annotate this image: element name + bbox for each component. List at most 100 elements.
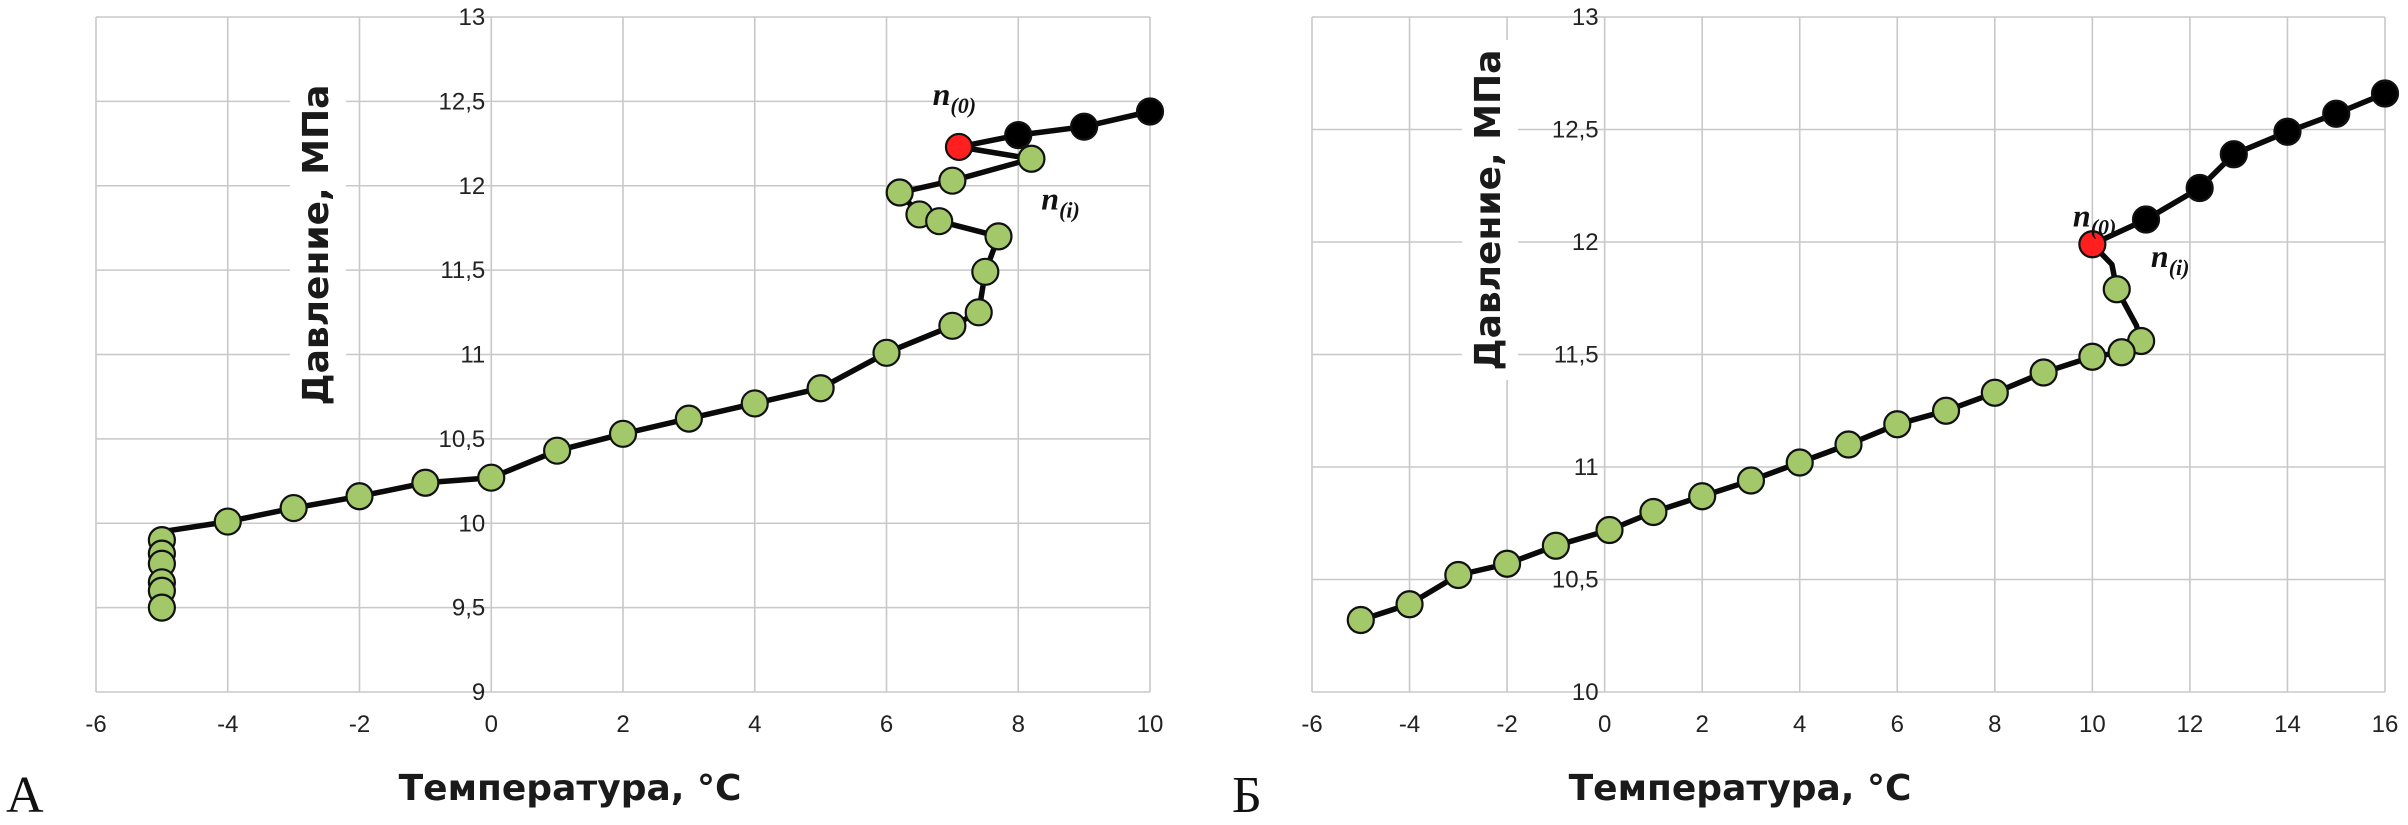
point-annotation: n(i) (2151, 238, 2190, 280)
x-tick-label: 8 (1012, 711, 1025, 738)
x-tick-label: 10 (2079, 711, 2106, 738)
data-point (2185, 173, 2214, 203)
data-point (2107, 338, 2136, 367)
data-point (885, 178, 914, 207)
y-tick-label: 11 (1574, 454, 1599, 481)
x-tick-label: -6 (85, 711, 106, 738)
data-point (872, 338, 901, 367)
x-tick-label: 2 (1696, 711, 1709, 738)
y-axis-title: Давление, МПа (296, 85, 337, 406)
data-point (2131, 205, 2161, 234)
y-tick-label: 11,5 (440, 257, 485, 284)
data-point (938, 311, 967, 340)
x-tick-label: -2 (349, 711, 370, 738)
data-point (2322, 99, 2351, 128)
data-point (944, 132, 974, 162)
series-markers (147, 144, 1046, 622)
x-tick-label: 6 (880, 711, 893, 738)
data-point (2078, 230, 2107, 259)
data-point (984, 222, 1013, 251)
chart-b-svg: 10 10,5 11 11,5 12 12,5 13 -6 -4 -2 0 2 4 6 8 10 12 14 16 Д… (1232, 4, 2400, 824)
series-markers (2131, 79, 2400, 234)
data-point (2102, 275, 2131, 304)
x-tick-label: 14 (2274, 711, 2301, 738)
point-annotation: n(i) (1041, 180, 1080, 222)
data-point (411, 468, 440, 497)
data-point (543, 436, 572, 465)
point-annotation: n(0) (933, 76, 976, 118)
data-point (1492, 549, 1522, 578)
y-tick-label: 12,5 (439, 88, 486, 115)
y-tick-label: 10,5 (1552, 567, 1599, 594)
y-tick-label: 9,5 (452, 595, 485, 622)
y-axis-title: Давление, МПа (1468, 50, 1509, 371)
x-tick-label: 6 (1891, 711, 1904, 738)
data-point (608, 419, 638, 448)
data-point (1395, 590, 1424, 619)
data-point (279, 493, 308, 523)
data-point (2370, 79, 2400, 108)
x-tick-label: 16 (2372, 711, 2399, 738)
data-point (345, 482, 374, 511)
y-tick-label: 9 (472, 679, 485, 706)
x-tick-label: 10 (1137, 711, 1164, 738)
y-axis-title-background (1462, 40, 1518, 380)
data-point (213, 507, 242, 536)
data-point (938, 166, 967, 195)
panel-letter: Б (1232, 767, 1262, 824)
data-point (1785, 448, 1814, 477)
data-point (147, 593, 176, 622)
series-markers (2078, 230, 2107, 259)
x-tick-label: 0 (1598, 711, 1611, 738)
data-point (740, 389, 769, 418)
data-point (925, 207, 954, 236)
data-point (1070, 112, 1099, 141)
data-point (1017, 144, 1046, 173)
data-point (2219, 140, 2248, 169)
x-tick-label: 12 (2177, 711, 2204, 738)
y-tick-label: 10,5 (439, 426, 486, 453)
data-point (964, 298, 993, 327)
series-markers (1346, 275, 2156, 635)
data-point (1135, 97, 1165, 126)
y-tick-label: 10 (1572, 679, 1599, 706)
x-axis-title: Температура, °C (1569, 768, 1912, 809)
x-tick-label: -4 (217, 711, 238, 738)
data-point (1541, 531, 1570, 560)
data-point (477, 463, 506, 492)
data-point (1834, 430, 1863, 459)
point-annotation: n(0) (2073, 197, 2116, 239)
series-markers (944, 132, 974, 162)
chart-panel-a: 9 9,5 10 10,5 11 11,5 12 12,5 13 -6 -4 -2 0 2 4 6 8 10 Дав… (0, 0, 1200, 825)
y-tick-label: 11,5 (1554, 342, 1599, 369)
trajectory-line (1358, 90, 2388, 623)
y-tick-label: 12 (1572, 229, 1599, 256)
y-tick-label: 10 (459, 510, 486, 537)
series-markers (1004, 97, 1165, 150)
data-point (1004, 121, 1033, 150)
y-tick-label: 13 (1572, 4, 1599, 31)
gridlines (95, 16, 1151, 693)
data-point (1595, 515, 1624, 545)
data-point (2029, 358, 2058, 387)
data-point (1931, 396, 1961, 425)
x-tick-label: 8 (1988, 711, 2001, 738)
y-tick-label: 13 (459, 4, 486, 31)
y-axis-title-background (290, 70, 346, 420)
data-point (1639, 497, 1668, 527)
data-point (1980, 378, 2009, 407)
x-tick-label: -6 (1301, 711, 1322, 738)
data-point (1688, 482, 1717, 511)
y-tick-label: 12,5 (1552, 117, 1599, 144)
data-point (971, 257, 1000, 286)
x-axis-title: Температура, °C (399, 768, 742, 809)
chart-panel-b: 10 10,5 11 11,5 12 12,5 13 -6 -4 -2 0 2 4 6 8 10 12 14 16 Д… (1200, 0, 2408, 825)
chart-a-svg: 9 9,5 10 10,5 11 11,5 12 12,5 13 -6 -4 -2 0 2 4 6 8 10 Дав… (6, 4, 1165, 824)
data-point (1883, 410, 1912, 439)
data-point (2273, 117, 2302, 146)
data-point (806, 374, 835, 403)
panel-letter: А (6, 767, 44, 824)
data-point (1444, 560, 1473, 590)
x-tick-label: -4 (1399, 711, 1420, 738)
x-tick-label: 0 (485, 711, 498, 738)
